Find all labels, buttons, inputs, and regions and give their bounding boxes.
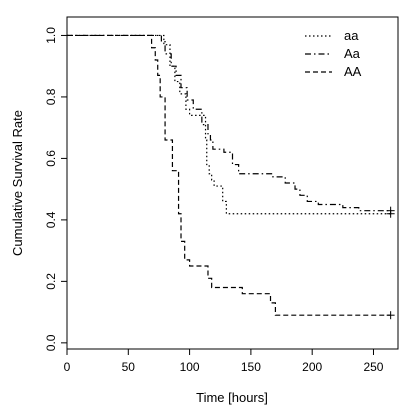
legend-label: AA	[344, 64, 362, 79]
y-tick-label: 0.4	[44, 211, 58, 228]
series-line-aa	[67, 34, 391, 215]
x-tick-label: 150	[241, 360, 261, 374]
censor-mark-AA	[386, 311, 395, 320]
x-axis-label: Time [hours]	[196, 390, 268, 405]
y-tick-label: 0.8	[44, 88, 58, 105]
y-tick-label: 0.0	[44, 334, 58, 351]
y-tick-label: 1.0	[44, 27, 58, 44]
x-tick-label: 50	[122, 360, 136, 374]
x-tick-label: 200	[302, 360, 322, 374]
legend-item-aa: aa	[305, 28, 359, 43]
series-line-Aa	[67, 34, 391, 212]
legend-label: aa	[344, 28, 359, 43]
series-layer	[67, 34, 395, 320]
legend-item-Aa: Aa	[305, 46, 361, 61]
y-tick-label: 0.6	[44, 150, 58, 167]
y-tick-label: 0.2	[44, 273, 58, 290]
legend: aa Aa AA	[305, 28, 362, 79]
y-axis: 0.0 0.2 0.4 0.6 0.8 1.0	[44, 27, 67, 351]
legend-item-AA: AA	[305, 64, 362, 79]
x-tick-label: 100	[180, 360, 200, 374]
censor-mark-Aa	[386, 206, 395, 215]
x-axis: 0 50 100 150 200 250	[64, 349, 384, 374]
series-line-AA	[67, 34, 391, 316]
x-tick-label: 250	[363, 360, 383, 374]
x-tick-label: 0	[64, 360, 71, 374]
plot-frame	[66, 16, 399, 350]
y-axis-label: Cumulative Survival Rate	[10, 110, 25, 256]
legend-label: Aa	[344, 46, 361, 61]
